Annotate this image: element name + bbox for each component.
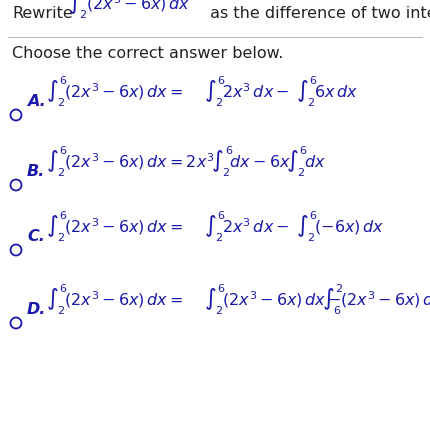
Text: as the difference of two integrals.: as the difference of two integrals. [205, 6, 430, 21]
Text: Rewrite: Rewrite [12, 6, 73, 21]
Text: $\int_2^6 \!\left(2x^3 - 6x\right)\, dx$: $\int_2^6 \!\left(2x^3 - 6x\right)\, dx$ [68, 0, 190, 21]
Text: $\int_2^6 \!\left(2x^3 - 6x\right)\, dx =$: $\int_2^6 \!\left(2x^3 - 6x\right)\, dx … [46, 74, 183, 109]
Text: $\int_2^6 \!(2x^3 - 6x)\, dx -$: $\int_2^6 \!(2x^3 - 6x)\, dx -$ [204, 282, 341, 316]
Text: $\int_2^6 \!(-6x)\, dx$: $\int_2^6 \!(-6x)\, dx$ [296, 209, 384, 243]
Text: $\int_2^6 \!2x^3\, dx -$: $\int_2^6 \!2x^3\, dx -$ [204, 209, 289, 243]
Text: $\int_6^2 \!(2x^3 - 6x)\, dx$: $\int_6^2 \!(2x^3 - 6x)\, dx$ [322, 282, 430, 316]
Text: $\int_2^6 \!\left(2x^3 - 6x\right)\, dx = 2x^3\!\int_2^6\! dx - 6x\!\int_2^6\! d: $\int_2^6 \!\left(2x^3 - 6x\right)\, dx … [46, 144, 326, 178]
Text: $\int_2^6 \!6x\, dx$: $\int_2^6 \!6x\, dx$ [296, 74, 358, 109]
Text: C.: C. [27, 228, 45, 243]
Text: $\int_2^6 \!\left(2x^3 - 6x\right)\, dx =$: $\int_2^6 \!\left(2x^3 - 6x\right)\, dx … [46, 209, 183, 243]
Text: $\int_2^6 \!\left(2x^3 - 6x\right)\, dx =$: $\int_2^6 \!\left(2x^3 - 6x\right)\, dx … [46, 282, 183, 316]
Text: B.: B. [27, 164, 46, 178]
Text: Choose the correct answer below.: Choose the correct answer below. [12, 46, 283, 61]
Text: $\int_2^6 \!2x^3\, dx -$: $\int_2^6 \!2x^3\, dx -$ [204, 74, 289, 109]
Text: D.: D. [27, 301, 46, 316]
Text: A.: A. [27, 94, 46, 109]
